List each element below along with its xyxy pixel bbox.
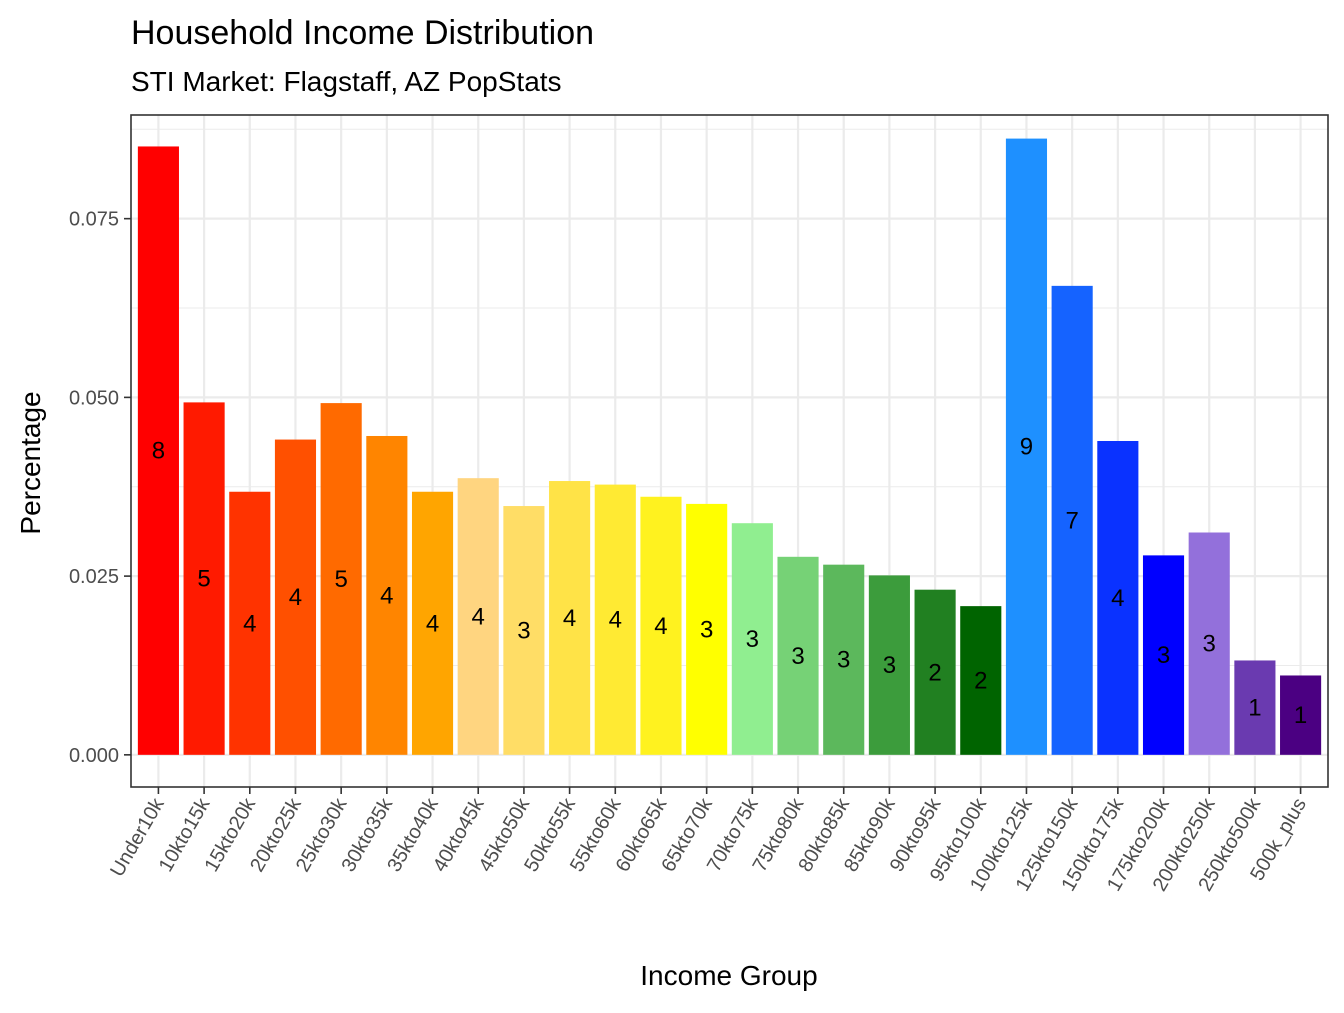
bar-100kto125k bbox=[1005, 138, 1048, 755]
bar-500k_plus bbox=[1280, 675, 1322, 755]
bar-175kto200k bbox=[1142, 555, 1185, 755]
chart-title: Household Income Distribution bbox=[131, 14, 594, 52]
bar-label-10kto15k: 5 bbox=[197, 566, 210, 593]
bar-80kto85k bbox=[823, 564, 865, 755]
plot-panel-border bbox=[130, 114, 1329, 788]
bar-95kto100k bbox=[960, 606, 1002, 755]
bar-label-Under10k: 8 bbox=[152, 438, 165, 465]
bar-55kto60k bbox=[594, 484, 636, 755]
bar-25kto30k bbox=[320, 403, 362, 755]
bars bbox=[137, 138, 1322, 755]
bar-label-125kto150k: 7 bbox=[1065, 507, 1078, 534]
bar-200kto250k bbox=[1188, 532, 1230, 755]
bar-85kto90k bbox=[868, 575, 910, 755]
bar-10kto15k bbox=[183, 402, 225, 755]
y-axis: 0.000 0.025 0.050 0.075 bbox=[69, 209, 131, 767]
bar-label-50kto55k: 4 bbox=[563, 605, 576, 632]
y-tick-label: 0.050 bbox=[69, 387, 119, 409]
bar-label-40kto45k: 4 bbox=[472, 603, 485, 630]
bar-250kto500k bbox=[1234, 660, 1276, 755]
bar-label-175kto200k: 3 bbox=[1157, 642, 1170, 669]
y-axis-title: Percentage bbox=[15, 391, 46, 534]
bar-45kto50k bbox=[503, 506, 545, 755]
bar-Under10k bbox=[137, 146, 179, 755]
bar-label-200kto250k: 3 bbox=[1203, 631, 1216, 658]
bar-label-35kto40k: 4 bbox=[426, 610, 439, 637]
bar-label-60kto65k: 4 bbox=[654, 613, 667, 640]
bar-label-75kto80k: 3 bbox=[791, 643, 804, 670]
bar-label-150kto175k: 4 bbox=[1111, 585, 1124, 612]
bar-40kto45k bbox=[457, 478, 499, 755]
x-axis-title: Income Group bbox=[640, 960, 817, 991]
bar-label-80kto85k: 3 bbox=[837, 647, 850, 674]
bar-label-65kto70k: 3 bbox=[700, 616, 713, 643]
bar-label-85kto90k: 3 bbox=[883, 652, 896, 679]
bar-90kto95k bbox=[914, 589, 956, 755]
bar-20kto25k bbox=[274, 439, 317, 755]
chart-subtitle: STI Market: Flagstaff, AZ PopStats bbox=[131, 66, 562, 97]
bar-label-15kto20k: 4 bbox=[243, 610, 256, 637]
bar-label-70kto75k: 3 bbox=[746, 626, 759, 653]
bar-150kto175k bbox=[1097, 440, 1139, 755]
bar-75kto80k bbox=[777, 556, 819, 755]
bar-label-90kto95k: 2 bbox=[928, 659, 941, 686]
y-tick-label: 0.000 bbox=[69, 745, 119, 767]
bar-50kto55k bbox=[549, 481, 591, 755]
bar-35kto40k bbox=[411, 491, 454, 755]
bar-label-100kto125k: 9 bbox=[1020, 434, 1033, 461]
y-tick-label: 0.025 bbox=[69, 566, 119, 588]
bar-label-25kto30k: 5 bbox=[334, 566, 347, 593]
bar-60kto65k bbox=[640, 496, 682, 755]
bar-label-55kto60k: 4 bbox=[609, 607, 622, 634]
bar-count-labels: 8 5 4 4 5 4 4 4 3 4 4 4 3 3 3 3 3 2 2 9 7 4 3 3 1 1 bbox=[152, 434, 1308, 729]
bar-label-30kto35k: 4 bbox=[380, 582, 393, 609]
y-tick-label: 0.075 bbox=[69, 209, 119, 231]
bar-label-250kto500k: 1 bbox=[1248, 695, 1261, 722]
bar-label-95kto100k: 2 bbox=[974, 667, 987, 694]
bar-65kto70k bbox=[686, 503, 728, 755]
bar-label-45kto50k: 3 bbox=[517, 617, 530, 644]
bar-30kto35k bbox=[366, 435, 408, 755]
bar-15kto20k bbox=[229, 491, 271, 755]
x-axis: Under10k10kto15k15kto20k20kto25k25kto30k… bbox=[106, 787, 1311, 895]
bar-label-500k_plus: 1 bbox=[1294, 702, 1307, 729]
bar-70kto75k bbox=[731, 523, 773, 755]
bar-125kto150k bbox=[1051, 285, 1093, 755]
bar-label-20kto25k: 4 bbox=[289, 584, 302, 611]
